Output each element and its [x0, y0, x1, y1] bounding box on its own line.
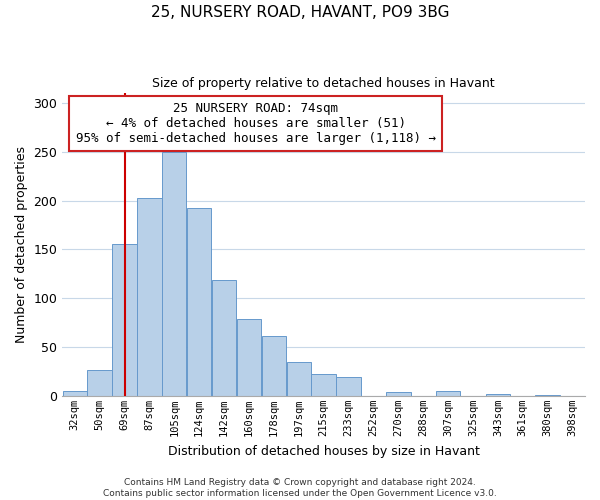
Bar	[187, 208, 211, 396]
Text: Contains HM Land Registry data © Crown copyright and database right 2024.
Contai: Contains HM Land Registry data © Crown c…	[103, 478, 497, 498]
Bar	[88, 370, 112, 396]
Bar	[62, 391, 87, 396]
Bar	[137, 198, 161, 396]
Bar	[237, 318, 261, 396]
Bar	[262, 336, 286, 396]
X-axis label: Distribution of detached houses by size in Havant: Distribution of detached houses by size …	[168, 444, 479, 458]
Bar	[535, 395, 560, 396]
Title: Size of property relative to detached houses in Havant: Size of property relative to detached ho…	[152, 78, 495, 90]
Bar	[112, 244, 137, 396]
Bar	[337, 378, 361, 396]
Bar	[162, 152, 187, 396]
Bar	[287, 362, 311, 396]
Bar	[386, 392, 410, 396]
Bar	[485, 394, 510, 396]
Y-axis label: Number of detached properties: Number of detached properties	[15, 146, 28, 343]
Bar	[311, 374, 336, 396]
Text: 25 NURSERY ROAD: 74sqm
← 4% of detached houses are smaller (51)
95% of semi-deta: 25 NURSERY ROAD: 74sqm ← 4% of detached …	[76, 102, 436, 145]
Bar	[436, 391, 460, 396]
Bar	[212, 280, 236, 396]
Text: 25, NURSERY ROAD, HAVANT, PO9 3BG: 25, NURSERY ROAD, HAVANT, PO9 3BG	[151, 5, 449, 20]
